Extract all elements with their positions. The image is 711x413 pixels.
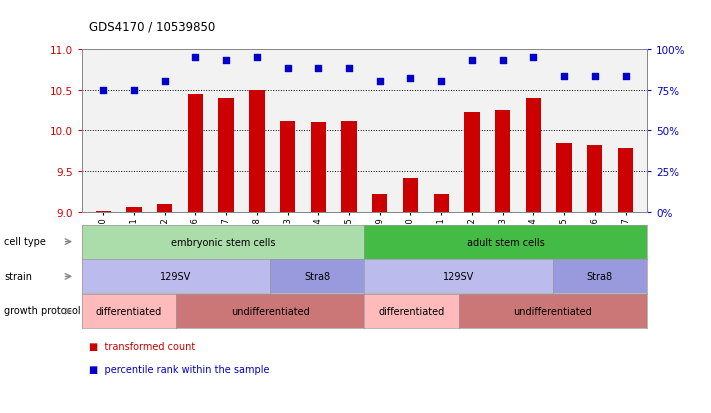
Point xyxy=(589,74,601,81)
Text: undifferentiated: undifferentiated xyxy=(513,306,592,316)
Text: Stra8: Stra8 xyxy=(304,272,331,282)
Text: ■  transformed count: ■ transformed count xyxy=(89,341,195,351)
Bar xyxy=(403,178,418,213)
Text: ■  percentile rank within the sample: ■ percentile rank within the sample xyxy=(89,364,269,374)
Bar xyxy=(188,95,203,213)
Bar xyxy=(495,111,510,213)
Bar xyxy=(249,90,264,213)
Bar xyxy=(557,143,572,213)
Point xyxy=(436,79,447,85)
Bar xyxy=(464,113,480,213)
Text: growth protocol: growth protocol xyxy=(4,306,80,316)
Bar xyxy=(618,149,634,213)
Point xyxy=(97,87,109,94)
Bar xyxy=(525,98,541,213)
Text: embryonic stem cells: embryonic stem cells xyxy=(171,237,275,247)
Text: 129SV: 129SV xyxy=(443,272,474,282)
Point xyxy=(159,79,171,85)
Point xyxy=(466,58,478,64)
Point xyxy=(128,87,139,94)
Text: Stra8: Stra8 xyxy=(587,272,613,282)
Text: strain: strain xyxy=(4,271,32,281)
Bar xyxy=(95,211,111,213)
Bar xyxy=(311,123,326,213)
Bar xyxy=(434,195,449,213)
Text: cell type: cell type xyxy=(4,236,46,246)
Point xyxy=(190,55,201,61)
Text: GDS4170 / 10539850: GDS4170 / 10539850 xyxy=(89,20,215,33)
Bar xyxy=(372,195,387,213)
Point xyxy=(558,74,570,81)
Point xyxy=(374,79,385,85)
Bar xyxy=(127,208,141,213)
Bar xyxy=(341,121,357,213)
Text: differentiated: differentiated xyxy=(378,306,444,316)
Bar xyxy=(280,121,295,213)
Point xyxy=(497,58,508,64)
Point xyxy=(282,66,293,72)
Point xyxy=(405,76,416,82)
Text: undifferentiated: undifferentiated xyxy=(231,306,309,316)
Point xyxy=(220,58,232,64)
Bar xyxy=(587,146,602,213)
Point xyxy=(528,55,539,61)
Text: adult stem cells: adult stem cells xyxy=(467,237,545,247)
Point xyxy=(251,55,262,61)
Point xyxy=(620,74,631,81)
Text: 129SV: 129SV xyxy=(161,272,191,282)
Point xyxy=(343,66,355,72)
Point xyxy=(313,66,324,72)
Text: differentiated: differentiated xyxy=(96,306,162,316)
Bar xyxy=(218,98,234,213)
Bar xyxy=(157,204,172,213)
